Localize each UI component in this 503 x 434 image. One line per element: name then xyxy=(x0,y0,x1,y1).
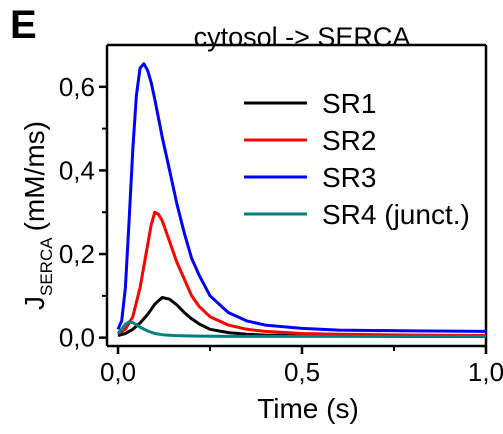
y-tick-label: 0,0 xyxy=(59,323,95,353)
legend-label-sr4-junct: SR4 (junct.) xyxy=(322,199,470,230)
x-tick-label: 0,5 xyxy=(284,357,320,387)
panel-label: E xyxy=(10,3,37,47)
series-line-sr2 xyxy=(117,210,487,337)
chart-title: cytosol -> SERCA xyxy=(194,22,411,52)
y-tick-label: 0,6 xyxy=(59,72,95,102)
x-tick-label: 0,0 xyxy=(100,357,136,387)
axis-ticks: 0,0 0,5 1,0 0,0 0,2 0,4 0,6 xyxy=(59,72,503,387)
x-axis-label: Time (s) xyxy=(257,393,359,424)
x-tick-label: 1,0 xyxy=(468,357,503,387)
series-line-sr3 xyxy=(116,62,487,333)
legend-label-sr2: SR2 xyxy=(322,125,376,156)
y-axis-label-subscript: SERCA xyxy=(37,237,56,296)
legend: SR1 SR2 SR3 SR4 (junct.) xyxy=(244,88,470,230)
y-axis-label-main: J xyxy=(19,296,50,310)
y-axis-label-units: (mM/ms) xyxy=(19,121,50,231)
series-line-sr4-junct xyxy=(116,320,486,338)
data-series xyxy=(116,62,487,338)
legend-label-sr3: SR3 xyxy=(322,162,376,193)
legend-label-sr1: SR1 xyxy=(322,88,376,119)
y-axis-label: JSERCA (mM/ms) xyxy=(19,121,56,310)
y-tick-label: 0,2 xyxy=(59,239,95,269)
plot-frame xyxy=(105,43,488,348)
y-tick-label: 0,4 xyxy=(59,155,95,185)
